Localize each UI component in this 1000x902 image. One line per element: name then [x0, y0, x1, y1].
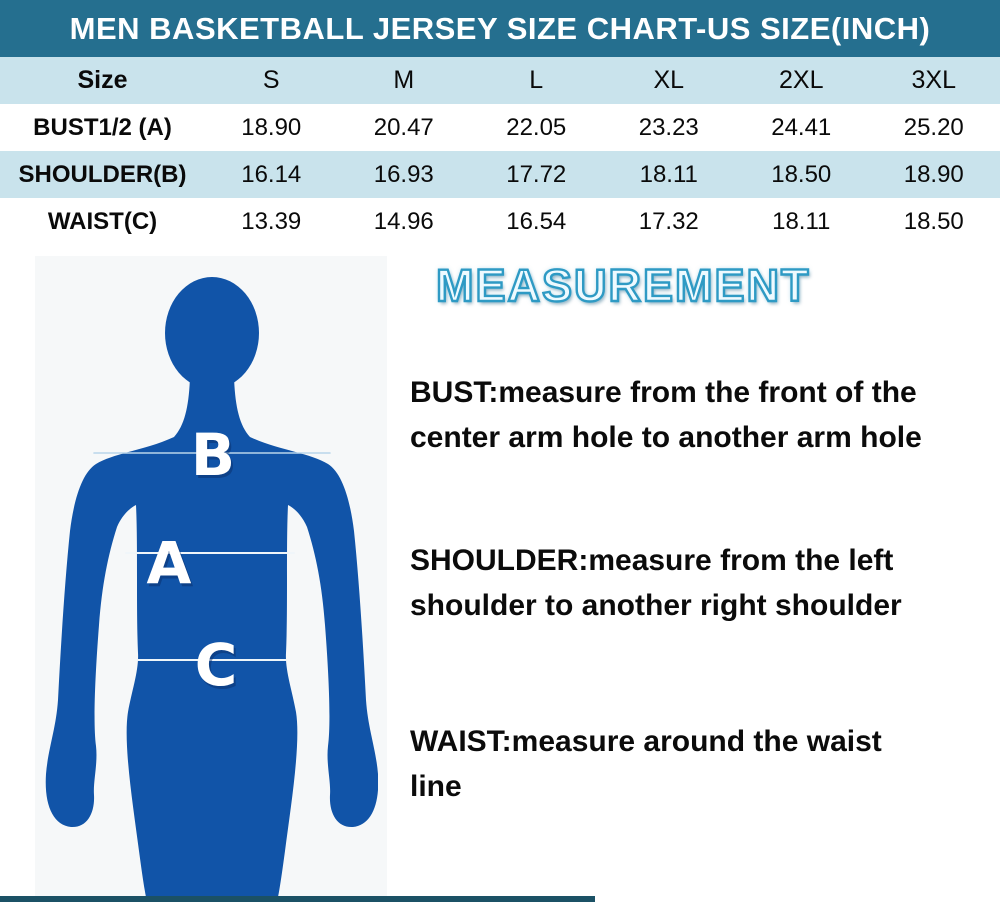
bust-value-3xl: 25.20	[903, 113, 964, 141]
row-label-shoulder: SHOULDER(B)	[18, 160, 187, 188]
table-row-waist: WAIST(C) 13.39 14.96 16.54 17.32 18.11 1…	[0, 198, 1000, 245]
instruction-waist-line1: WAIST:measure around the waist	[410, 725, 882, 758]
bust-value-l: 22.05	[506, 113, 567, 141]
waist-value-3xl: 18.50	[903, 207, 964, 235]
column-header-s: S	[262, 66, 280, 94]
column-header-xl: XL	[653, 66, 685, 94]
instruction-bust-line2: center arm hole to another arm hole	[410, 421, 922, 454]
instruction-bust-line1: BUST:measure from the front of the	[410, 376, 917, 409]
bust-value-s: 18.90	[241, 113, 302, 141]
column-header-l: L	[529, 66, 544, 94]
instruction-shoulder-line2: shoulder to another right shoulder	[410, 589, 902, 622]
instruction-waist-line2: line	[410, 770, 462, 803]
column-header-size: Size	[77, 66, 128, 94]
figure-body	[45, 377, 378, 897]
table-row-bust: BUST1/2 (A) 18.90 20.47 22.05 23.23 24.4…	[0, 104, 1000, 151]
column-header-3xl: 3XL	[911, 66, 956, 94]
bust-value-xl: 23.23	[638, 113, 699, 141]
male-body-silhouette-icon: B A C	[45, 277, 378, 897]
waist-value-xl: 17.32	[638, 207, 699, 235]
table-row-shoulder: SHOULDER(B) 16.14 16.93 17.72 18.11 18.5…	[0, 151, 1000, 198]
waist-value-s: 13.39	[241, 207, 302, 235]
measurement-heading: MEASUREMENT	[435, 259, 811, 312]
row-label-bust: BUST1/2 (A)	[33, 113, 172, 141]
figure-letter-bust: A	[147, 529, 192, 597]
shoulder-value-l: 17.72	[506, 160, 567, 188]
figure-letter-waist: C	[195, 631, 238, 699]
column-header-2xl: 2XL	[779, 66, 824, 94]
shoulder-value-2xl: 18.50	[771, 160, 832, 188]
instruction-waist: WAIST:measure around the waist line	[410, 719, 995, 809]
shoulder-value-xl: 18.11	[639, 160, 698, 188]
bottom-bar	[0, 896, 595, 902]
shoulder-value-m: 16.93	[373, 160, 434, 188]
shoulder-value-s: 16.14	[241, 160, 302, 188]
title-bar: MEN BASKETBALL JERSEY SIZE CHART-US SIZE…	[0, 0, 1000, 57]
row-label-waist: WAIST(C)	[47, 207, 158, 235]
waist-value-m: 14.96	[373, 207, 434, 235]
page-title: MEN BASKETBALL JERSEY SIZE CHART-US SIZE…	[69, 10, 931, 46]
shoulder-value-3xl: 18.90	[903, 160, 964, 188]
bust-value-m: 20.47	[373, 113, 434, 141]
size-table-header-row: Size S M L XL 2XL 3XL	[0, 57, 1000, 104]
figure-letter-shoulder: B	[191, 421, 235, 489]
figure-head	[165, 277, 259, 389]
bust-value-2xl: 24.41	[771, 113, 832, 141]
instruction-bust: BUST:measure from the front of the cente…	[410, 370, 995, 460]
waist-value-l: 16.54	[506, 207, 567, 235]
instruction-shoulder-line1: SHOULDER:measure from the left	[410, 544, 894, 577]
instruction-shoulder: SHOULDER:measure from the left shoulder …	[410, 538, 995, 628]
waist-value-2xl: 18.11	[772, 207, 831, 235]
column-header-m: M	[393, 66, 415, 94]
